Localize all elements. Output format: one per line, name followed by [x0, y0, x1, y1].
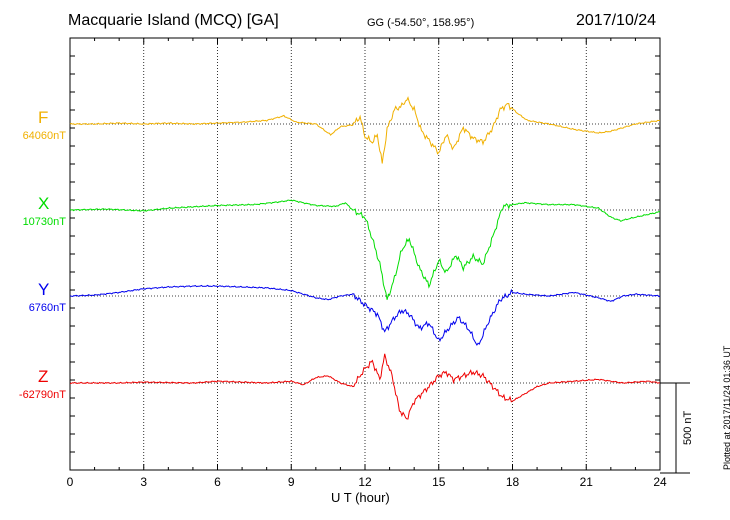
x-tick-label: 12: [358, 475, 372, 489]
trace-y: [69, 284, 661, 346]
x-tick-labels: 0 3 6 9 12 15 18 21 24: [67, 475, 667, 489]
grid: [143, 38, 587, 470]
component-letter-x: X: [38, 194, 50, 213]
x-tick-label: 21: [580, 475, 594, 489]
x-tick-label: 18: [506, 475, 520, 489]
component-base-x: 10730nT: [22, 216, 66, 228]
component-letter-y: Y: [38, 280, 50, 299]
component-letter-z: Z: [38, 367, 49, 386]
x-tick-label: 0: [67, 475, 74, 489]
x-tick-label: 6: [214, 475, 221, 489]
baselines: [70, 123, 660, 384]
x-tick-label: 24: [653, 475, 667, 489]
station-coordinates: GG (-54.50°, 158.95°): [367, 17, 475, 29]
component-letter-f: F: [38, 108, 49, 127]
plotted-timestamp: Plotted at 2017/11/24 01:36 UT: [722, 345, 730, 470]
trace-z: [70, 353, 661, 420]
axis-ticks: [69, 37, 661, 471]
scale-bar: [660, 382, 690, 474]
scale-bar-label: 500 nT: [682, 410, 694, 445]
x-axis-label: U T (hour): [331, 490, 390, 505]
x-tick-label: 9: [288, 475, 295, 489]
component-base-f: 64060nT: [22, 130, 66, 142]
component-base-z: -62790nT: [18, 389, 66, 401]
component-base-y: 6760nT: [28, 302, 66, 314]
trace-f: [69, 96, 661, 164]
traces: [69, 96, 661, 420]
x-tick-label: 15: [432, 475, 446, 489]
plot-date: 2017/10/24: [576, 12, 657, 29]
x-tick-label: 3: [140, 475, 147, 489]
trace-x: [69, 199, 661, 300]
station-title: Macquarie Island (MCQ) [GA]: [68, 12, 279, 29]
